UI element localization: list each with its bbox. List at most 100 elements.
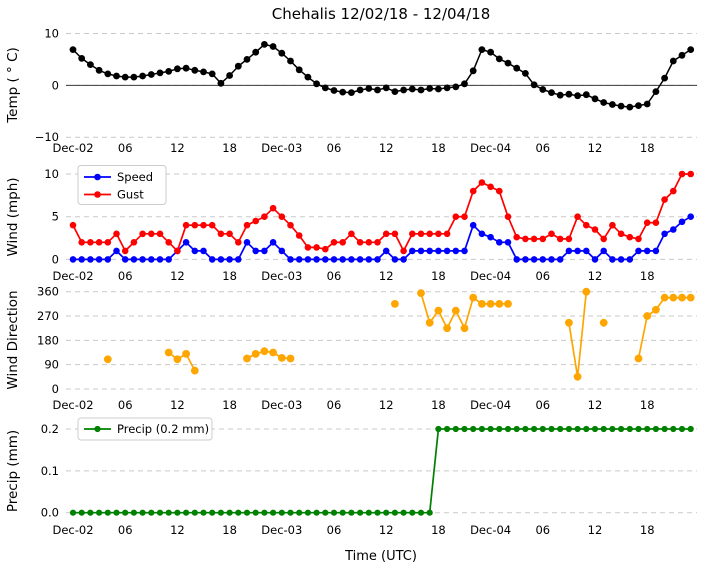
x-tick-label: 06: [118, 398, 133, 412]
x-tick-label: 12: [379, 398, 394, 412]
data-point-marker: [217, 509, 224, 516]
data-point-marker: [583, 247, 590, 255]
data-point-marker: [130, 509, 137, 516]
data-point-marker: [400, 256, 407, 263]
data-point-marker: [626, 233, 634, 241]
data-point-marker: [444, 425, 451, 433]
x-tick-label: Dec-02: [52, 269, 93, 283]
data-point-marker: [348, 89, 355, 96]
data-point-marker: [174, 65, 181, 73]
data-point-marker: [661, 230, 668, 238]
data-point-marker: [313, 244, 320, 251]
data-point-marker: [409, 509, 416, 516]
data-point-marker: [243, 509, 251, 516]
x-tick-label: 06: [535, 523, 550, 537]
y-tick-label: 10: [44, 27, 59, 41]
data-point-marker: [322, 245, 329, 253]
data-point-marker: [243, 221, 251, 229]
ylabel-wind-direction: Wind Direction: [5, 290, 21, 389]
legend-sample-marker: [94, 173, 101, 181]
data-point-marker: [626, 425, 633, 433]
legend-sample-marker: [94, 191, 101, 198]
data-point-marker: [496, 239, 503, 246]
data-point-marker: [618, 425, 625, 433]
data-point-marker: [513, 425, 520, 433]
y-tick-label: 10: [44, 167, 59, 181]
data-point-marker: [513, 64, 521, 72]
data-point-marker: [530, 256, 538, 263]
data-point-marker: [556, 235, 564, 243]
data-point-marker: [295, 66, 303, 74]
data-point-marker: [139, 230, 146, 238]
data-point-marker: [530, 81, 538, 89]
y-tick-label: 0.0: [41, 506, 59, 520]
data-point-marker: [425, 318, 434, 327]
data-point-marker: [261, 41, 268, 48]
data-point-marker: [565, 425, 573, 433]
x-tick-label: 18: [431, 398, 446, 412]
data-point-marker: [113, 509, 120, 516]
data-point-marker: [113, 72, 120, 80]
data-point-marker: [200, 68, 207, 76]
data-point-marker: [400, 247, 407, 255]
y-tick-label: −10: [35, 130, 59, 144]
data-point-marker: [478, 230, 486, 238]
data-point-marker: [600, 425, 607, 433]
x-tick-label: 06: [327, 141, 342, 155]
data-point-marker: [313, 509, 320, 516]
data-point-marker: [182, 239, 190, 246]
series-line: [167, 351, 196, 372]
data-point-marker: [548, 256, 555, 263]
x-tick-label: 18: [640, 269, 655, 283]
data-point-marker: [226, 230, 233, 238]
data-point-marker: [426, 509, 433, 516]
data-point-marker: [513, 256, 520, 263]
data-point-marker: [200, 509, 207, 516]
y-tick-label: 0: [52, 252, 59, 266]
data-point-marker: [357, 509, 364, 516]
x-tick-label: 18: [640, 523, 655, 537]
data-point-marker: [217, 79, 225, 87]
data-point-marker: [669, 57, 677, 65]
data-point-marker: [339, 509, 346, 516]
legend-precip: Precip (0.2 mm): [77, 417, 213, 441]
data-point-marker: [243, 56, 251, 63]
xlabel-time-utc: Time (UTC): [344, 549, 417, 564]
data-point-marker: [417, 247, 425, 255]
data-point-marker: [139, 72, 147, 80]
data-point-marker: [626, 103, 634, 111]
data-point-marker: [600, 99, 608, 106]
data-point-marker: [548, 89, 555, 96]
data-point-marker: [635, 102, 642, 109]
data-point-marker: [634, 354, 643, 363]
data-point-marker: [200, 221, 207, 229]
data-point-marker: [313, 80, 320, 88]
data-point-marker: [434, 306, 443, 315]
data-point-marker: [383, 509, 390, 516]
data-point-marker: [226, 256, 233, 263]
data-point-marker: [382, 247, 390, 255]
data-point-marker: [461, 213, 468, 220]
data-point-marker: [148, 256, 155, 263]
data-point-marker: [243, 354, 251, 363]
x-tick-label: 12: [588, 523, 603, 537]
data-point-marker: [382, 230, 390, 238]
data-point-marker: [191, 247, 199, 255]
data-point-marker: [348, 509, 355, 516]
data-point-marker: [460, 324, 469, 333]
x-tick-label: 18: [222, 523, 237, 537]
data-point-marker: [295, 256, 303, 263]
data-point-marker: [443, 230, 451, 238]
legend-sample-marker: [94, 425, 101, 433]
x-tick-label: Dec-04: [470, 269, 511, 283]
x-tick-label: Dec-03: [261, 398, 302, 412]
data-point-marker: [252, 217, 259, 225]
data-point-marker: [478, 46, 486, 53]
data-point-marker: [652, 247, 660, 255]
data-point-marker: [495, 55, 503, 63]
data-point-marker: [686, 293, 695, 302]
y-tick-label: 5: [52, 210, 59, 224]
data-point-marker: [496, 187, 503, 195]
legend-label: Precip (0.2 mm): [117, 422, 209, 436]
data-point-marker: [408, 85, 416, 93]
